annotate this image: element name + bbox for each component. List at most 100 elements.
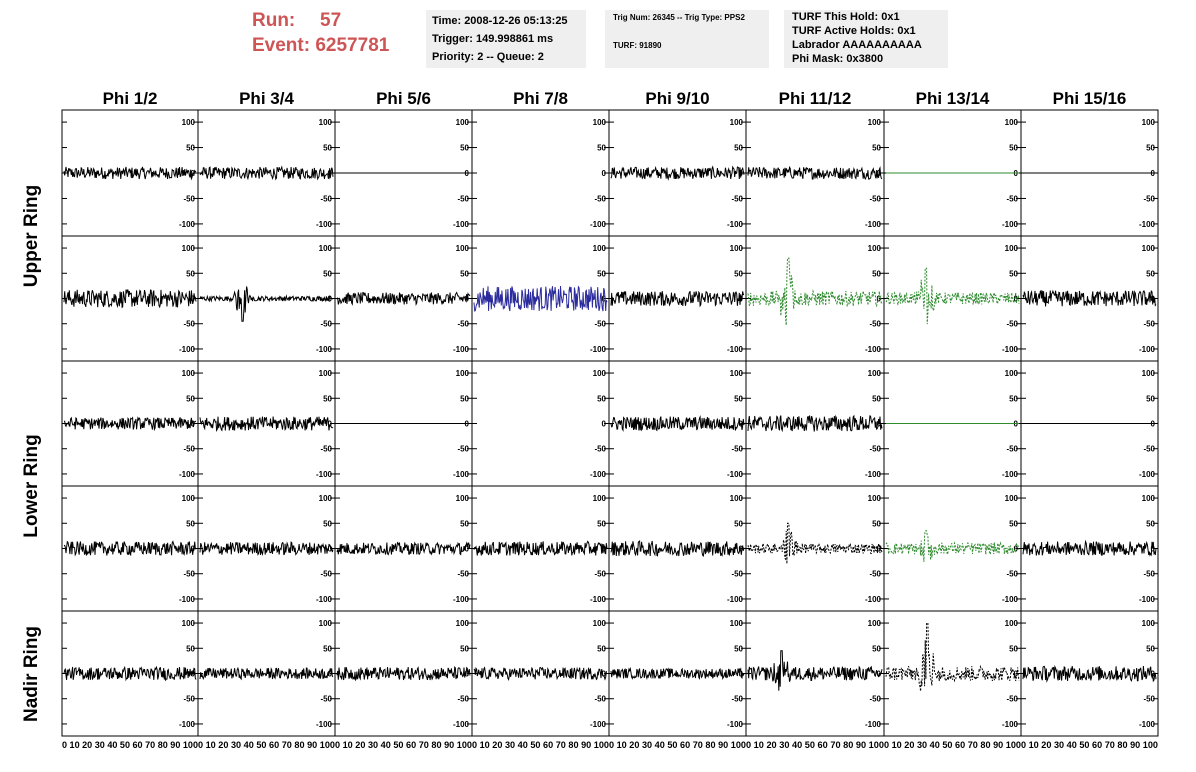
y-tick-label: -50 bbox=[869, 570, 881, 579]
y-tick-label: -100 bbox=[590, 345, 607, 354]
y-tick-label: 100 bbox=[868, 619, 882, 628]
y-tick-label: 50 bbox=[186, 144, 195, 153]
y-tick-label: 50 bbox=[1146, 519, 1155, 528]
y-tick-label: 50 bbox=[1009, 269, 1018, 278]
y-tick-label: -100 bbox=[316, 720, 333, 729]
waveform-line bbox=[473, 666, 607, 681]
y-tick-label: 50 bbox=[597, 144, 606, 153]
y-tick-label: -50 bbox=[183, 570, 195, 579]
y-tick-label: -50 bbox=[594, 570, 606, 579]
y-tick-label: -100 bbox=[316, 470, 333, 479]
waveform-line bbox=[473, 540, 608, 556]
y-tick-label: -100 bbox=[865, 595, 882, 604]
y-tick-label: -50 bbox=[1006, 320, 1018, 329]
y-tick-label: -50 bbox=[869, 445, 881, 454]
y-tick-label: 100 bbox=[456, 369, 470, 378]
y-tick-label: -100 bbox=[316, 220, 333, 229]
y-tick-label: -100 bbox=[179, 470, 196, 479]
y-tick-label: -50 bbox=[731, 320, 743, 329]
y-tick-label: 0 bbox=[1014, 295, 1019, 304]
x-tick-labels: 0 10 20 30 40 50 60 70 80 90 100 bbox=[472, 740, 609, 750]
waveform-line bbox=[747, 414, 883, 433]
turf-info-box: TURF This Hold: 0x1 TURF Active Holds: 0… bbox=[784, 10, 948, 68]
y-tick-label: 0 bbox=[465, 670, 470, 679]
y-tick-label: 100 bbox=[868, 118, 882, 127]
waveform-line bbox=[336, 665, 471, 682]
y-tick-label: 50 bbox=[872, 644, 881, 653]
y-tick-label: 50 bbox=[323, 644, 332, 653]
y-tick-label: 100 bbox=[319, 619, 333, 628]
y-tick-label: -50 bbox=[183, 445, 195, 454]
turf-text: TURF: 91890 bbox=[613, 41, 662, 50]
x-tick-labels: 0 10 20 30 40 50 60 70 80 90 100 bbox=[746, 740, 884, 750]
x-tick-labels: 0 10 20 30 40 50 60 70 80 90 100 bbox=[62, 740, 198, 750]
y-tick-label: -50 bbox=[1143, 695, 1155, 704]
waveform-line bbox=[610, 414, 745, 433]
y-tick-label: 100 bbox=[182, 619, 196, 628]
y-tick-label: -100 bbox=[865, 720, 882, 729]
waveform-line bbox=[199, 666, 334, 681]
y-tick-label: 100 bbox=[456, 494, 470, 503]
y-tick-label: -100 bbox=[590, 220, 607, 229]
waveform-line bbox=[336, 541, 471, 556]
y-tick-label: -50 bbox=[1143, 445, 1155, 454]
column-header-5: Phi 9/10 bbox=[645, 89, 709, 108]
ring-label-3: Nadir Ring bbox=[21, 626, 42, 722]
y-tick-label: 100 bbox=[182, 244, 196, 253]
y-tick-label: 100 bbox=[456, 118, 470, 127]
y-tick-label: -100 bbox=[865, 220, 882, 229]
waveform-line bbox=[610, 540, 745, 557]
y-tick-label: 100 bbox=[868, 494, 882, 503]
y-tick-label: -50 bbox=[457, 695, 469, 704]
y-tick-label: 0 bbox=[328, 670, 333, 679]
y-tick-label: -50 bbox=[457, 194, 469, 203]
time-info-box: Time: 2008-12-26 05:13:25 Trigger: 149.9… bbox=[426, 10, 586, 68]
y-tick-label: -50 bbox=[320, 570, 332, 579]
y-tick-label: 0 bbox=[328, 545, 333, 554]
y-tick-label: -50 bbox=[1006, 194, 1018, 203]
y-tick-label: 100 bbox=[182, 494, 196, 503]
y-tick-label: -100 bbox=[316, 345, 333, 354]
y-tick-label: 50 bbox=[186, 519, 195, 528]
y-tick-label: -100 bbox=[1139, 345, 1156, 354]
run-value: 57 bbox=[320, 10, 342, 31]
y-tick-label: 0 bbox=[602, 295, 607, 304]
y-tick-label: 50 bbox=[734, 644, 743, 653]
column-header-6: Phi 11/12 bbox=[779, 89, 852, 108]
time-text: Time: 2008-12-26 05:13:25 bbox=[432, 15, 568, 27]
y-tick-label: -100 bbox=[1002, 595, 1019, 604]
y-tick-label: -50 bbox=[869, 194, 881, 203]
waveform-line bbox=[63, 289, 197, 309]
y-tick-label: -50 bbox=[183, 320, 195, 329]
waveform-line bbox=[747, 165, 883, 180]
y-tick-label: -50 bbox=[1006, 570, 1018, 579]
turf-active-text: TURF Active Holds: 0x1 bbox=[792, 25, 916, 37]
y-tick-label: 50 bbox=[323, 144, 332, 153]
y-tick-label: 50 bbox=[460, 644, 469, 653]
panel-frame bbox=[471, 360, 610, 487]
y-tick-label: 50 bbox=[323, 519, 332, 528]
turf-hold-text: TURF This Hold: 0x1 bbox=[792, 11, 900, 23]
y-tick-label: 50 bbox=[1146, 644, 1155, 653]
y-tick-label: 50 bbox=[734, 144, 743, 153]
y-tick-label: 100 bbox=[730, 118, 744, 127]
y-tick-label: -100 bbox=[453, 595, 470, 604]
y-tick-label: 100 bbox=[319, 118, 333, 127]
y-tick-label: 100 bbox=[730, 244, 744, 253]
column-header-4: Phi 7/8 bbox=[513, 89, 568, 108]
y-tick-label: 50 bbox=[597, 269, 606, 278]
y-tick-label: 50 bbox=[872, 394, 881, 403]
y-tick-label: -50 bbox=[594, 445, 606, 454]
x-tick-labels: 0 10 20 30 40 50 60 70 80 90 100 bbox=[884, 740, 1021, 750]
y-tick-label: -100 bbox=[179, 720, 196, 729]
y-tick-label: 100 bbox=[1005, 118, 1019, 127]
y-tick-label: 100 bbox=[1142, 118, 1156, 127]
y-tick-label: 50 bbox=[1146, 269, 1155, 278]
column-header-1: Phi 1/2 bbox=[103, 89, 158, 108]
y-tick-label: 50 bbox=[1146, 394, 1155, 403]
y-tick-label: 100 bbox=[1142, 244, 1156, 253]
y-tick-label: -100 bbox=[1139, 595, 1156, 604]
y-tick-label: -100 bbox=[453, 345, 470, 354]
panel-frame bbox=[471, 485, 610, 612]
